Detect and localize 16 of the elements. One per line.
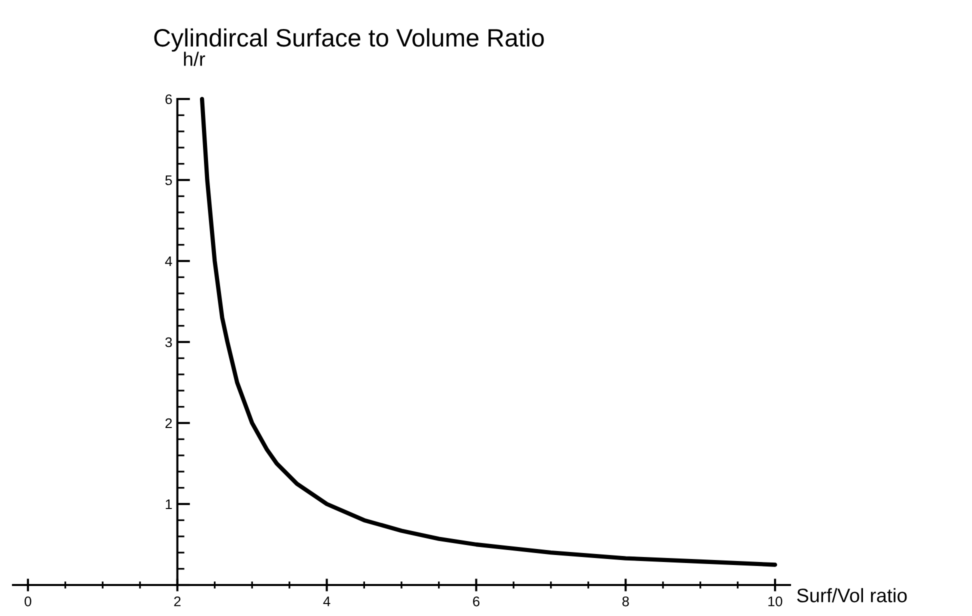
y-tick-label: 6 (165, 94, 172, 104)
x-tick-label: 2 (174, 596, 181, 606)
line-series (200, 96, 778, 567)
chart-title: Cylindircal Surface to Volume Ratio (154, 28, 544, 52)
x-tick-label: 10 (768, 596, 782, 606)
x-tick-label: 6 (473, 596, 480, 606)
y-tick-label: 2 (165, 418, 172, 428)
y-tick-label: 4 (165, 256, 172, 266)
y-axis-title: h/r (184, 52, 206, 66)
x-tick-label: 0 (24, 596, 32, 606)
x-tick-label: 8 (622, 596, 629, 606)
x-axis-title: Surf/Vol ratio (797, 588, 907, 602)
y-tick-label: 3 (165, 337, 172, 348)
y-tick-label: 1 (166, 499, 172, 510)
x-tick-label: 4 (323, 596, 330, 606)
y-tick-label: 5 (165, 175, 172, 186)
